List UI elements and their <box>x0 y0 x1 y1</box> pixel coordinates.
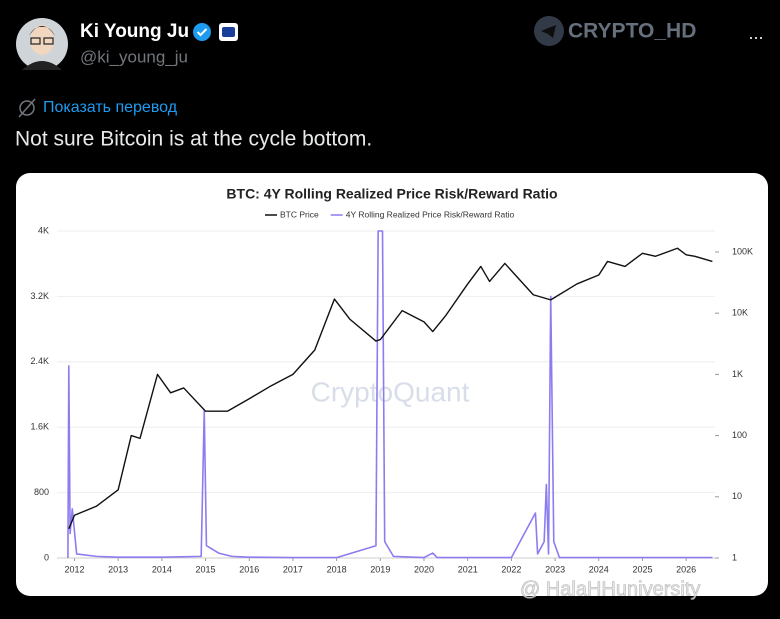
chart: BTC: 4Y Rolling Realized Price Risk/Rewa… <box>30 186 753 575</box>
translate-link[interactable]: Показать перевод <box>43 99 178 116</box>
y-tick-label: 0 <box>44 552 49 562</box>
x-tick-label: 2021 <box>458 564 478 574</box>
more-button[interactable]: ... <box>748 23 763 43</box>
x-tick-label: 2018 <box>327 564 347 574</box>
y-tick-label: 1.6K <box>30 422 49 432</box>
x-tick-label: 2023 <box>545 564 565 574</box>
y2-tick-label: 100 <box>732 430 747 440</box>
y2-tick-label: 1K <box>732 369 743 379</box>
translate-icon <box>18 98 36 118</box>
x-tick-label: 2012 <box>64 564 84 574</box>
y-tick-label: 4K <box>38 225 49 235</box>
chart-card[interactable] <box>16 173 768 596</box>
tweet-text: Not sure Bitcoin is at the cycle bottom. <box>15 128 372 151</box>
y2-tick-label: 10K <box>732 308 748 318</box>
x-tick-label: 2025 <box>632 564 652 574</box>
x-tick-label: 2019 <box>370 564 390 574</box>
x-tick-label: 2017 <box>283 564 303 574</box>
author-name[interactable]: Ki Young Ju <box>80 21 189 42</box>
watermark-logo <box>534 16 564 46</box>
y-tick-label: 2.4K <box>30 356 49 366</box>
watermark-text: CRYPTO_HD <box>568 20 696 43</box>
y2-tick-label: 1 <box>732 552 737 562</box>
x-tick-label: 2014 <box>152 564 172 574</box>
x-tick-label: 2024 <box>589 564 609 574</box>
y-tick-label: 3.2K <box>30 291 49 301</box>
x-tick-label: 2020 <box>414 564 434 574</box>
y2-tick-label: 100K <box>732 246 753 256</box>
chart-title: BTC: 4Y Rolling Realized Price Risk/Rewa… <box>226 186 557 202</box>
legend-label: 4Y Rolling Realized Price Risk/Reward Ra… <box>346 209 515 219</box>
x-tick-label: 2015 <box>196 564 216 574</box>
image-watermark: @ HalaHHuniversity <box>520 578 700 600</box>
y2-tick-label: 10 <box>732 491 742 501</box>
legend-label: BTC Price <box>280 209 319 219</box>
x-tick-label: 2013 <box>108 564 128 574</box>
x-tick-label: 2022 <box>501 564 521 574</box>
avatar[interactable] <box>16 18 68 70</box>
chart-watermark: CryptoQuant <box>311 376 470 407</box>
series-line <box>67 230 713 559</box>
x-tick-label: 2016 <box>239 564 259 574</box>
author-handle[interactable]: @ki_young_ju <box>80 47 188 66</box>
x-tick-label: 2026 <box>676 564 696 574</box>
verified-badge <box>193 23 211 41</box>
y-tick-label: 800 <box>34 487 49 497</box>
series-line <box>68 247 713 530</box>
affiliate-badge <box>219 23 238 41</box>
